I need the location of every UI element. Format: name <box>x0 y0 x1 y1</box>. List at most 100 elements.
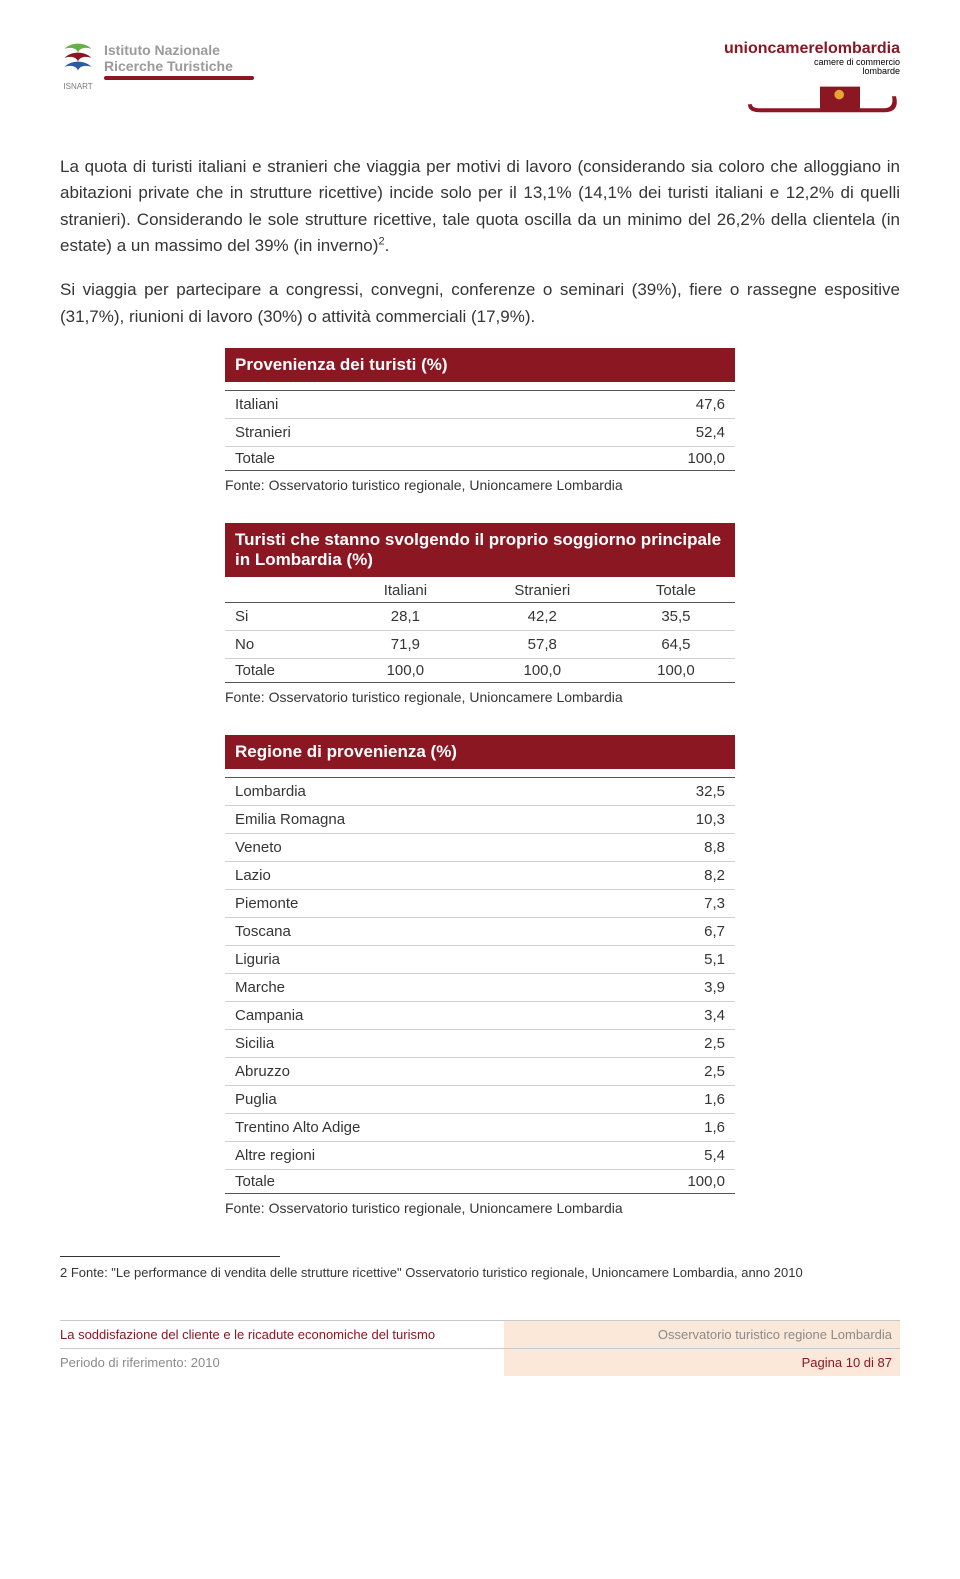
t3-total-label: Totale <box>225 1170 590 1194</box>
t3-r8-label: Campania <box>225 1002 590 1030</box>
t1-r1-label: Stranieri <box>225 419 515 447</box>
footer-left1: La soddisfazione del cliente e le ricadu… <box>60 1321 504 1348</box>
table-row: Marche3,9 <box>225 974 735 1002</box>
p1-text: La quota di turisti italiani e stranieri… <box>60 157 900 255</box>
table-row: Stranieri52,4 <box>225 419 735 447</box>
t3-r13-label: Altre regioni <box>225 1142 590 1170</box>
t1-r0-label: Italiani <box>225 391 515 419</box>
table-row: Italiani47,6 <box>225 391 735 419</box>
table-row: Toscana6,7 <box>225 918 735 946</box>
t3-r9-val: 2,5 <box>590 1030 735 1058</box>
t3-r1-val: 10,3 <box>590 806 735 834</box>
t3-r6-label: Liguria <box>225 946 590 974</box>
t3-r5-val: 6,7 <box>590 918 735 946</box>
t3-r8-val: 3,4 <box>590 1002 735 1030</box>
footer-row-1: La soddisfazione del cliente e le ricadu… <box>60 1320 900 1348</box>
table2-source: Fonte: Osservatorio turistico regionale,… <box>225 689 735 705</box>
table2: Turisti che stanno svolgendo il proprio … <box>225 523 735 683</box>
table-row: Piemonte7,3 <box>225 890 735 918</box>
t3-total-val: 100,0 <box>590 1170 735 1194</box>
t1-r1-val: 52,4 <box>515 419 735 447</box>
isnart-label: ISNART <box>60 82 96 91</box>
table3-title: Regione di provenienza (%) <box>225 735 735 769</box>
t3-r10-label: Abruzzo <box>225 1058 590 1086</box>
footer-row-2: Periodo di riferimento: 2010 Pagina 10 d… <box>60 1348 900 1376</box>
table-row: Altre regioni5,4 <box>225 1142 735 1170</box>
footnote-separator <box>60 1256 280 1257</box>
paragraph-2: Si viaggia per partecipare a congressi, … <box>60 277 900 330</box>
table-row: Campania3,4 <box>225 1002 735 1030</box>
t3-r1-label: Emilia Romagna <box>225 806 590 834</box>
t2-total-c1: 100,0 <box>468 659 617 683</box>
t3-r13-val: 5,4 <box>590 1142 735 1170</box>
t2-r0-c0: 28,1 <box>343 603 468 631</box>
table2-title: Turisti che stanno svolgendo il proprio … <box>225 523 735 577</box>
table3-source: Fonte: Osservatorio turistico regionale,… <box>225 1200 735 1216</box>
t3-r4-val: 7,3 <box>590 890 735 918</box>
t2-col0: Italiani <box>343 577 468 603</box>
t2-col1: Stranieri <box>468 577 617 603</box>
table-row: Sicilia2,5 <box>225 1030 735 1058</box>
table-row: Veneto8,8 <box>225 834 735 862</box>
table-provenienza: Provenienza dei turisti (%) Italiani47,6… <box>60 348 900 493</box>
t2-r0-label: Si <box>225 603 343 631</box>
table1: Provenienza dei turisti (%) Italiani47,6… <box>225 348 735 471</box>
footnote: 2 Fonte: "Le performance di vendita dell… <box>60 1265 900 1280</box>
table1-source: Fonte: Osservatorio turistico regionale,… <box>225 477 735 493</box>
t1-r0-val: 47,6 <box>515 391 735 419</box>
t2-r0-c1: 42,2 <box>468 603 617 631</box>
logo-right: unioncamerelombardia camere di commercio… <box>724 40 900 118</box>
paragraph-1: La quota di turisti italiani e stranieri… <box>60 154 900 259</box>
t3-r5-label: Toscana <box>225 918 590 946</box>
institute-line1: Istituto Nazionale <box>104 42 220 58</box>
t3-r0-val: 32,5 <box>590 778 735 806</box>
table-row: Lazio8,2 <box>225 862 735 890</box>
table-row-total: Totale100,0 <box>225 1170 735 1194</box>
t3-r6-val: 5,1 <box>590 946 735 974</box>
institute-name: Istituto Nazionale Ricerche Turistiche <box>104 40 254 80</box>
table-row: Si 28,1 42,2 35,5 <box>225 603 735 631</box>
t3-r3-val: 8,2 <box>590 862 735 890</box>
t2-r1-label: No <box>225 631 343 659</box>
isnart-logo-icon <box>60 40 96 76</box>
t2-r1-c0: 71,9 <box>343 631 468 659</box>
t2-col2: Totale <box>617 577 735 603</box>
t3-r2-label: Veneto <box>225 834 590 862</box>
t1-total-val: 100,0 <box>515 447 735 471</box>
table-row-total: Totale 100,0 100,0 100,0 <box>225 659 735 683</box>
table-row-total: Totale100,0 <box>225 447 735 471</box>
table2-header-row: Italiani Stranieri Totale <box>225 577 735 603</box>
t2-total-c2: 100,0 <box>617 659 735 683</box>
t3-r7-val: 3,9 <box>590 974 735 1002</box>
t3-r11-val: 1,6 <box>590 1086 735 1114</box>
table-row: No 71,9 57,8 64,5 <box>225 631 735 659</box>
t3-r3-label: Lazio <box>225 862 590 890</box>
table-row: Trentino Alto Adige1,6 <box>225 1114 735 1142</box>
t3-r12-val: 1,6 <box>590 1114 735 1142</box>
t3-r2-val: 8,8 <box>590 834 735 862</box>
p1-tail: . <box>385 236 390 255</box>
table-row: Abruzzo2,5 <box>225 1058 735 1086</box>
t2-total-c0: 100,0 <box>343 659 468 683</box>
footer-right2: Pagina 10 di 87 <box>504 1349 900 1376</box>
isnart-icon-wrap: ISNART <box>60 40 96 91</box>
table-row: Puglia1,6 <box>225 1086 735 1114</box>
t3-r11-label: Puglia <box>225 1086 590 1114</box>
t2-r1-c2: 64,5 <box>617 631 735 659</box>
table-soggiorno: Turisti che stanno svolgendo il proprio … <box>60 523 900 705</box>
table-row: Emilia Romagna10,3 <box>225 806 735 834</box>
table3: Regione di provenienza (%) Lombardia32,5… <box>225 735 735 1194</box>
brand-underline <box>104 76 254 80</box>
header: ISNART Istituto Nazionale Ricerche Turis… <box>60 40 900 118</box>
table-row: Liguria5,1 <box>225 946 735 974</box>
table-regioni: Regione di provenienza (%) Lombardia32,5… <box>60 735 900 1216</box>
t3-r12-label: Trentino Alto Adige <box>225 1114 590 1142</box>
t2-r0-c2: 35,5 <box>617 603 735 631</box>
institute-line2: Ricerche Turistiche <box>104 58 233 74</box>
t3-r7-label: Marche <box>225 974 590 1002</box>
t3-r10-val: 2,5 <box>590 1058 735 1086</box>
footer-left2: Periodo di riferimento: 2010 <box>60 1349 504 1376</box>
table-row: Lombardia32,5 <box>225 778 735 806</box>
table1-title: Provenienza dei turisti (%) <box>225 348 735 382</box>
t2-total-label: Totale <box>225 659 343 683</box>
